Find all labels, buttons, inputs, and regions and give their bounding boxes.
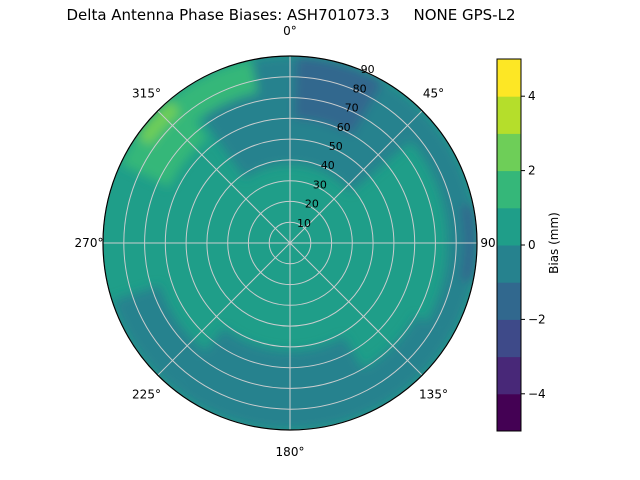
- colorbar-level-1-2: [497, 170, 521, 209]
- angle-tick-label-0: 0°: [283, 24, 297, 38]
- radial-tick-label-40: 40: [321, 159, 335, 172]
- bias-regions: [112, 56, 477, 430]
- colorbar-level-3-4: [497, 96, 521, 134]
- angle-tick-label-180: 180°: [276, 445, 305, 459]
- colorbar-level-4-5: [497, 59, 521, 97]
- colorbar-level--2--1: [497, 282, 521, 320]
- bias-region-south-dark: [174, 328, 384, 430]
- radial-tick-label-20: 20: [305, 198, 319, 211]
- colorbar-tick-label--4: −4: [528, 387, 546, 401]
- colorbar-level--3--2: [497, 319, 521, 358]
- angle-tick-label-135: 135°: [419, 388, 448, 402]
- polar-tick-labels: 0° 45° 90 135° 180° 225° 270° 315° 10 20 30 40 50 60 7…: [75, 24, 496, 459]
- bias-region-east-edge-dark: [407, 117, 477, 337]
- colorbar-tick-label--2: −2: [528, 312, 546, 326]
- colorbar-level-2-3: [497, 133, 521, 172]
- radial-tick-label-50: 50: [329, 140, 343, 153]
- angle-tick-label-90: 90: [480, 236, 495, 250]
- bias-region-southwest-edge-dark: [112, 285, 206, 391]
- radial-tick-label-60: 60: [337, 121, 351, 134]
- colorbar-level--1-0: [497, 245, 521, 283]
- colorbar-tick-label-0: 0: [528, 238, 536, 252]
- colorbar-level--4--3: [497, 356, 521, 395]
- angle-tick-label-45: 45°: [423, 87, 444, 101]
- angle-tick-label-225: 225°: [132, 388, 161, 402]
- outer-circle: [102, 55, 478, 431]
- polar-grid: [102, 55, 478, 431]
- radial-tick-label-30: 30: [313, 178, 327, 191]
- angle-tick-label-315: 315°: [132, 87, 161, 101]
- colorbar-tick-label-2: 2: [528, 164, 536, 178]
- colorbar-axis-label: Bias (mm): [547, 212, 561, 274]
- colorbar-level--5--4: [497, 393, 521, 432]
- radial-tick-label-80: 80: [353, 82, 367, 95]
- grid-spoke-45: [289, 110, 423, 244]
- colorbar-tick-label-4: 4: [528, 89, 536, 103]
- radial-tick-label-70: 70: [345, 102, 359, 115]
- bias-region-northwest-bright: [136, 99, 181, 146]
- bias-region-northwest-green: [120, 95, 209, 187]
- bias-region-southeast-edge-dark: [358, 315, 452, 409]
- radial-tick-label-90: 90: [361, 63, 375, 76]
- grid-spoke-315: [157, 110, 291, 244]
- polar-boundary: [102, 55, 478, 431]
- grid-spoke-225: [157, 242, 291, 376]
- radial-tick-label-10: 10: [297, 217, 311, 230]
- bias-region-north-darker: [294, 56, 384, 135]
- colorbar-level-0-1: [497, 207, 521, 246]
- chart-title: Delta Antenna Phase Biases: ASH701073.3 …: [66, 6, 516, 24]
- grid-spoke-135: [289, 242, 423, 376]
- colorbar: −4 −2 0 2 4: [496, 58, 546, 432]
- angle-tick-label-270: 270°: [75, 236, 104, 250]
